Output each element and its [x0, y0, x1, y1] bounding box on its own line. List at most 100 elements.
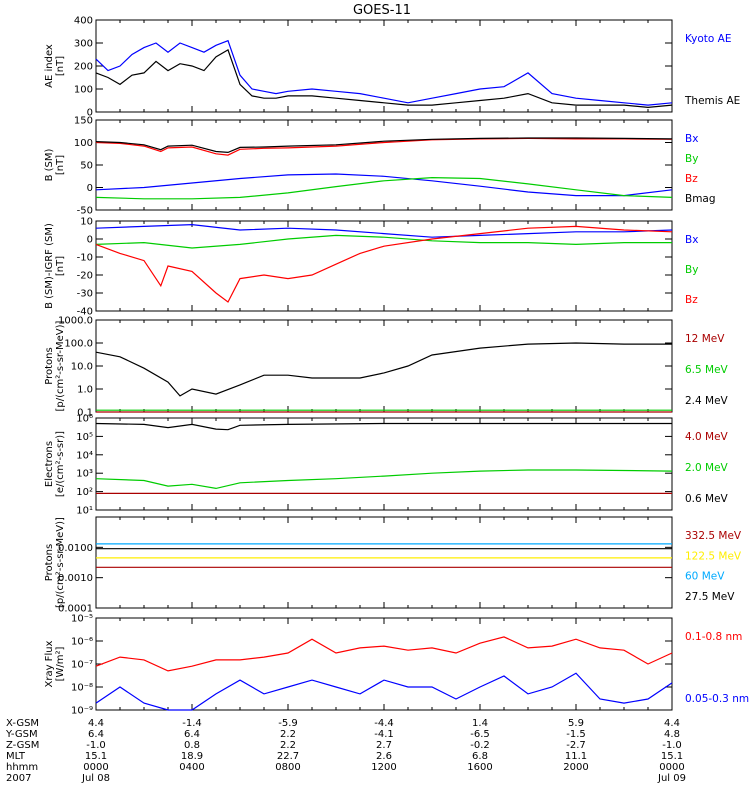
y-tick-label: -10 — [77, 253, 93, 264]
y-tick-label: -50 — [77, 206, 93, 217]
legend-entry: 12 MeV — [685, 333, 725, 345]
series-line — [95, 636, 673, 672]
orbit-value: 2.2 — [280, 740, 296, 751]
orbit-value: 1.4 — [472, 718, 488, 729]
series-line — [95, 422, 672, 431]
y-tick-label: 0 — [87, 108, 93, 119]
legend-entry: Bz — [685, 294, 698, 306]
y-axis-label: Xray Flux — [44, 640, 55, 687]
orbit-value: 1600 — [467, 762, 492, 773]
y-tick-label: 100 — [74, 85, 93, 96]
y-tick-label: 200 — [74, 62, 93, 73]
y-tick-label: 10² — [76, 487, 93, 498]
y-axis-label: [nT] — [55, 155, 66, 175]
y-axis-label: B (SM) — [44, 148, 55, 181]
y-axis-label: [p/(cm²-s-sr-MeV)] — [55, 517, 66, 608]
orbit-value: 4.4 — [664, 718, 680, 729]
y-tick-label: 10⁻⁷ — [71, 660, 93, 671]
orbit-value: 22.7 — [277, 751, 299, 762]
orbit-value: Jul 09 — [657, 773, 686, 784]
y-tick-label: 10⁻⁹ — [71, 706, 93, 717]
legend-entry: Bx — [685, 133, 698, 145]
y-axis-label: Protons — [44, 347, 55, 384]
orbit-value: -1.5 — [566, 729, 586, 740]
legend-entry: 332.5 MeV — [685, 530, 742, 542]
orbit-value: Jul 08 — [81, 773, 110, 784]
orbit-value: 18.9 — [181, 751, 203, 762]
orbit-value: 2.2 — [280, 729, 296, 740]
legend-entry: 4.0 MeV — [685, 431, 729, 443]
legend-entry: 60 MeV — [685, 571, 725, 583]
orbit-value: -1.0 — [86, 740, 106, 751]
orbit-value: 0.8 — [184, 740, 200, 751]
orbit-value: 2.6 — [376, 751, 392, 762]
y-tick-label: 0 — [87, 235, 93, 246]
y-tick-label: 300 — [74, 39, 93, 50]
legend-entry: Bx — [685, 234, 698, 246]
legend-entry: Bz — [685, 173, 698, 185]
y-axis-label: [e/(cm²-s-sr)] — [55, 431, 66, 497]
plot-frame — [95, 417, 673, 511]
orbit-value: 0400 — [179, 762, 204, 773]
legend-entry: 2.0 MeV — [685, 462, 729, 474]
panel-2: -50 0 50 100 150 B (SM) [nT] Bx By Bz Bmag — [44, 116, 716, 217]
panel-1: 0 100 200 300 400 AE index [nT] Kyoto AE Themis … — [44, 16, 740, 119]
y-tick-label: 1000.0 — [58, 316, 93, 327]
orbit-value: 1200 — [371, 762, 396, 773]
orbit-value: -2.7 — [566, 740, 586, 751]
orbit-value: -4.4 — [374, 718, 394, 729]
plot-frame — [95, 319, 673, 413]
legend-entry: 27.5 MeV — [685, 591, 735, 603]
orbit-row-label: hhmm — [6, 762, 38, 773]
y-tick-label: -30 — [77, 289, 93, 300]
legend-entry: Themis AE — [684, 95, 740, 107]
legend-entry: 122.5 MeV — [685, 550, 742, 562]
orbit-value: 6.4 — [88, 729, 104, 740]
panel-7: 10⁻⁹ 10⁻⁸ 10⁻⁷ 10⁻⁶ 10⁻⁵ Xray Flux [W/m²] 0.1-0… — [44, 614, 749, 717]
orbit-value: 0000 — [83, 762, 108, 773]
panel-5: 10¹ 10² 10³ 10⁴ 10⁵ 10⁶ Electrons [e/(cm²-s-sr)… — [44, 414, 729, 517]
orbit-value: 6.4 — [184, 729, 200, 740]
series-line — [95, 39, 673, 106]
legend-entry: 0.1-0.8 nm — [685, 631, 742, 643]
y-axis-label: [nT] — [55, 56, 66, 76]
y-axis-label: [W/m²] — [55, 646, 66, 681]
y-tick-label: 10⁻⁵ — [71, 614, 93, 625]
series-line — [95, 469, 673, 490]
orbit-value: -4.1 — [374, 729, 394, 740]
y-tick-label: 0.0100 — [58, 543, 93, 554]
orbit-value: 0000 — [659, 762, 684, 773]
legend-entry: By — [685, 264, 698, 276]
y-tick-label: 100.0 — [64, 339, 93, 350]
plot-frame — [95, 617, 673, 711]
orbit-row-label: MLT — [6, 751, 26, 762]
orbit-value: -1.0 — [662, 740, 682, 751]
orbit-table: X-GSMY-GSMZ-GSMMLThhmm20074.46.4-1.015.1… — [5, 718, 686, 784]
y-tick-label: 10⁻⁸ — [71, 683, 93, 694]
orbit-value: 2000 — [563, 762, 588, 773]
orbit-value: 15.1 — [661, 751, 683, 762]
series-line — [95, 176, 673, 200]
orbit-value: 5.9 — [568, 718, 584, 729]
y-tick-label: -40 — [77, 307, 93, 318]
series-line — [95, 223, 673, 238]
series-line — [95, 173, 673, 197]
y-tick-label: 10³ — [76, 469, 93, 480]
panel-4: 0.1 1.0 10.0 100.0 1000.0 Protons [p/(cm²-s-sr… — [44, 316, 729, 419]
legend-entry: 0.6 MeV — [685, 493, 729, 505]
panel-3: -40 -30 -20 -10 0 10 B (SM)-IGRF (SM) [nT] Bx By B… — [44, 217, 698, 318]
orbit-value: -5.9 — [278, 718, 298, 729]
orbit-value: 0800 — [275, 762, 300, 773]
legend-entry: Bmag — [685, 193, 716, 205]
y-tick-label: 0.1 — [77, 408, 93, 419]
y-axis-label: Electrons — [44, 441, 55, 487]
y-axis-label: B (SM)-IGRF (SM) — [44, 223, 55, 309]
series-line — [95, 342, 672, 397]
series-line — [95, 137, 673, 154]
y-axis-label: [p/(cm²-s-sr-MeV)] — [55, 320, 66, 411]
y-tick-label: 10⁴ — [76, 450, 93, 461]
orbit-value: 4.4 — [88, 718, 104, 729]
plot-frame — [95, 220, 673, 312]
